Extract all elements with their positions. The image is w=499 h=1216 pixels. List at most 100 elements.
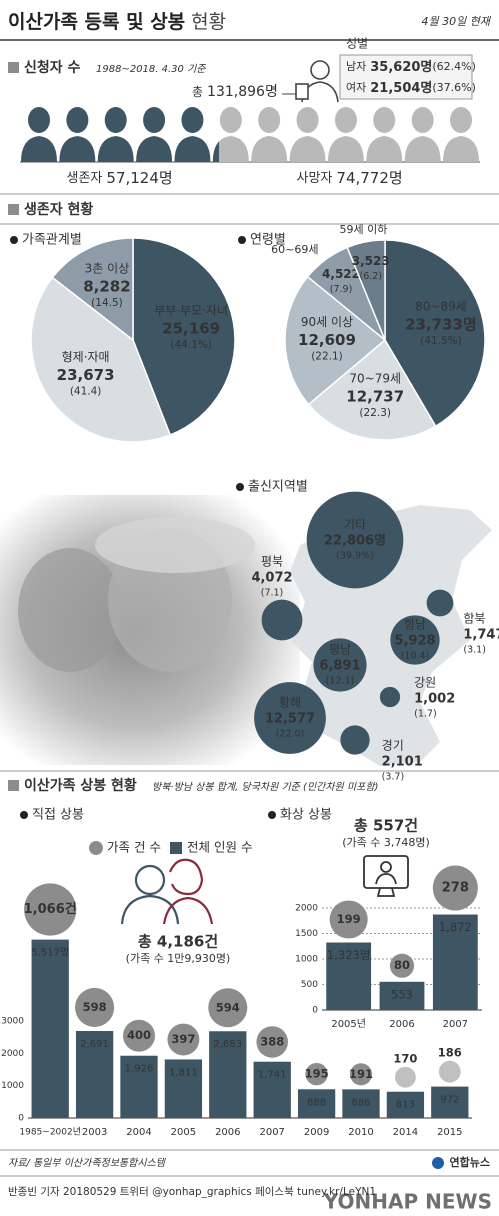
icon-screen <box>363 855 409 889</box>
people-icon <box>120 858 214 925</box>
icon-head <box>134 864 166 896</box>
region-value: 12,577 <box>265 712 315 727</box>
region-value: 1,002 <box>414 692 455 707</box>
bubble-label: 598 <box>83 1000 107 1014</box>
title-main: 이산가족 등록 및 상봉 <box>8 11 185 33</box>
region-name: 기타 <box>344 518 366 532</box>
section-heading: 이산가족 상봉 현황 <box>24 777 137 794</box>
bubble-label: 195 <box>305 1067 329 1081</box>
slice-share: (41.4) <box>70 385 102 397</box>
male-share: (62.4%) <box>432 60 476 73</box>
total-label: 총 557건 <box>354 817 418 835</box>
gender-icon <box>295 60 339 103</box>
bar <box>75 1030 114 1118</box>
photo-face <box>18 548 122 672</box>
bar <box>209 1031 247 1118</box>
total-text: 총 131,896명 <box>192 84 278 100</box>
bubble-label: 388 <box>260 1034 284 1048</box>
region-share: (12.1) <box>326 676 355 687</box>
region-share: (22.0) <box>276 729 305 740</box>
region-bubble <box>306 491 404 589</box>
family-bubble <box>349 1063 373 1086</box>
bar-value-label: 1,872 <box>439 920 472 934</box>
section-heading: 신청자 수 <box>24 60 81 76</box>
photo-cap <box>95 517 255 573</box>
logo-mark <box>432 1157 444 1169</box>
family-bubble <box>432 865 478 911</box>
male-value: 35,620명 <box>370 59 432 75</box>
icon-head <box>380 861 392 873</box>
x-tick-label: 2014 <box>393 1127 418 1138</box>
person-body <box>59 136 96 162</box>
slice-value: 4,522 <box>322 267 360 281</box>
living-label: 생존자 <box>67 171 103 186</box>
family-bubble <box>167 1023 200 1056</box>
monitor-icon <box>363 855 409 897</box>
region-name: 황해 <box>279 696 301 710</box>
credit: 반종빈 기자 20180529 트위터 @yonhap_graphics 페이스… <box>8 1185 376 1198</box>
pie-slice <box>51 237 134 342</box>
region-share: (10.4) <box>401 651 430 662</box>
person-head <box>334 107 357 133</box>
person-head <box>219 107 242 133</box>
region-share: (7.1) <box>261 588 284 599</box>
bar <box>431 1086 469 1118</box>
x-tick-label: 2006 <box>215 1127 240 1138</box>
bubble-label: 594 <box>216 1000 240 1014</box>
legend-swatch <box>170 842 182 854</box>
page-title: 이산가족 등록 및 상봉 현황 <box>8 11 226 33</box>
chart-title: 가족관계별 <box>22 233 82 248</box>
region-value: 5,928 <box>394 634 435 649</box>
family-bubble <box>256 1026 288 1058</box>
slice-share: (41.5%) <box>420 335 462 347</box>
family-bubble <box>389 953 415 978</box>
region-name: 함북 <box>463 612 485 626</box>
y-tick-label: 3000 <box>1 1017 24 1027</box>
region-bubble <box>254 682 326 754</box>
bar-value-label: 972 <box>440 1095 459 1106</box>
slice-value: 12,737 <box>346 388 404 406</box>
bar-value-label: 1,323명 <box>327 948 371 962</box>
title-bullet <box>20 811 28 819</box>
y-tick-label: 2000 <box>295 904 318 914</box>
total-prefix: 총 <box>192 85 203 99</box>
slice-name: 80~89세 <box>415 299 467 313</box>
bubble-label: 199 <box>337 912 361 926</box>
person-body <box>219 136 249 162</box>
person-body <box>212 141 220 162</box>
slice-share: (14.5) <box>91 297 123 309</box>
gender-heading: 성별 <box>346 37 368 51</box>
person-head <box>104 107 127 133</box>
bar-value-label: 5,517명 <box>31 947 69 959</box>
person-body <box>251 136 288 162</box>
icon-stand <box>376 887 396 897</box>
total-label: 총 4,186건 <box>138 933 218 951</box>
family-bubble <box>394 1066 416 1088</box>
title-bullet <box>268 811 276 819</box>
bar <box>120 1055 158 1118</box>
deceased-label: 사망자 <box>297 171 333 186</box>
slice-value: 23,673 <box>57 366 115 384</box>
female-value: 21,504명 <box>370 80 432 96</box>
female-text: 여자 21,504명(37.6%) <box>346 80 476 96</box>
bar <box>379 981 425 1010</box>
person-body <box>404 136 441 162</box>
heading-square <box>8 204 19 215</box>
heading-square <box>8 780 19 791</box>
slice-value: 3,523 <box>352 254 390 268</box>
region-value: 2,101 <box>382 755 423 770</box>
region-bubble <box>379 686 401 708</box>
chart-title: 직접 상봉 <box>32 808 84 823</box>
y-tick-label: 0 <box>312 1006 318 1016</box>
bubble-label: 191 <box>349 1067 373 1081</box>
person-head <box>296 107 319 133</box>
icon-body <box>120 894 180 925</box>
legend-label: 전체 인원 수 <box>187 840 252 855</box>
y-tick-label: 500 <box>301 980 318 990</box>
legend-label: 가족 건 수 <box>107 840 161 855</box>
person-body <box>443 136 479 162</box>
bar-value-label: 1,926 <box>125 1064 154 1075</box>
slice-share: (44.1%) <box>170 339 212 351</box>
person-head <box>28 107 50 133</box>
